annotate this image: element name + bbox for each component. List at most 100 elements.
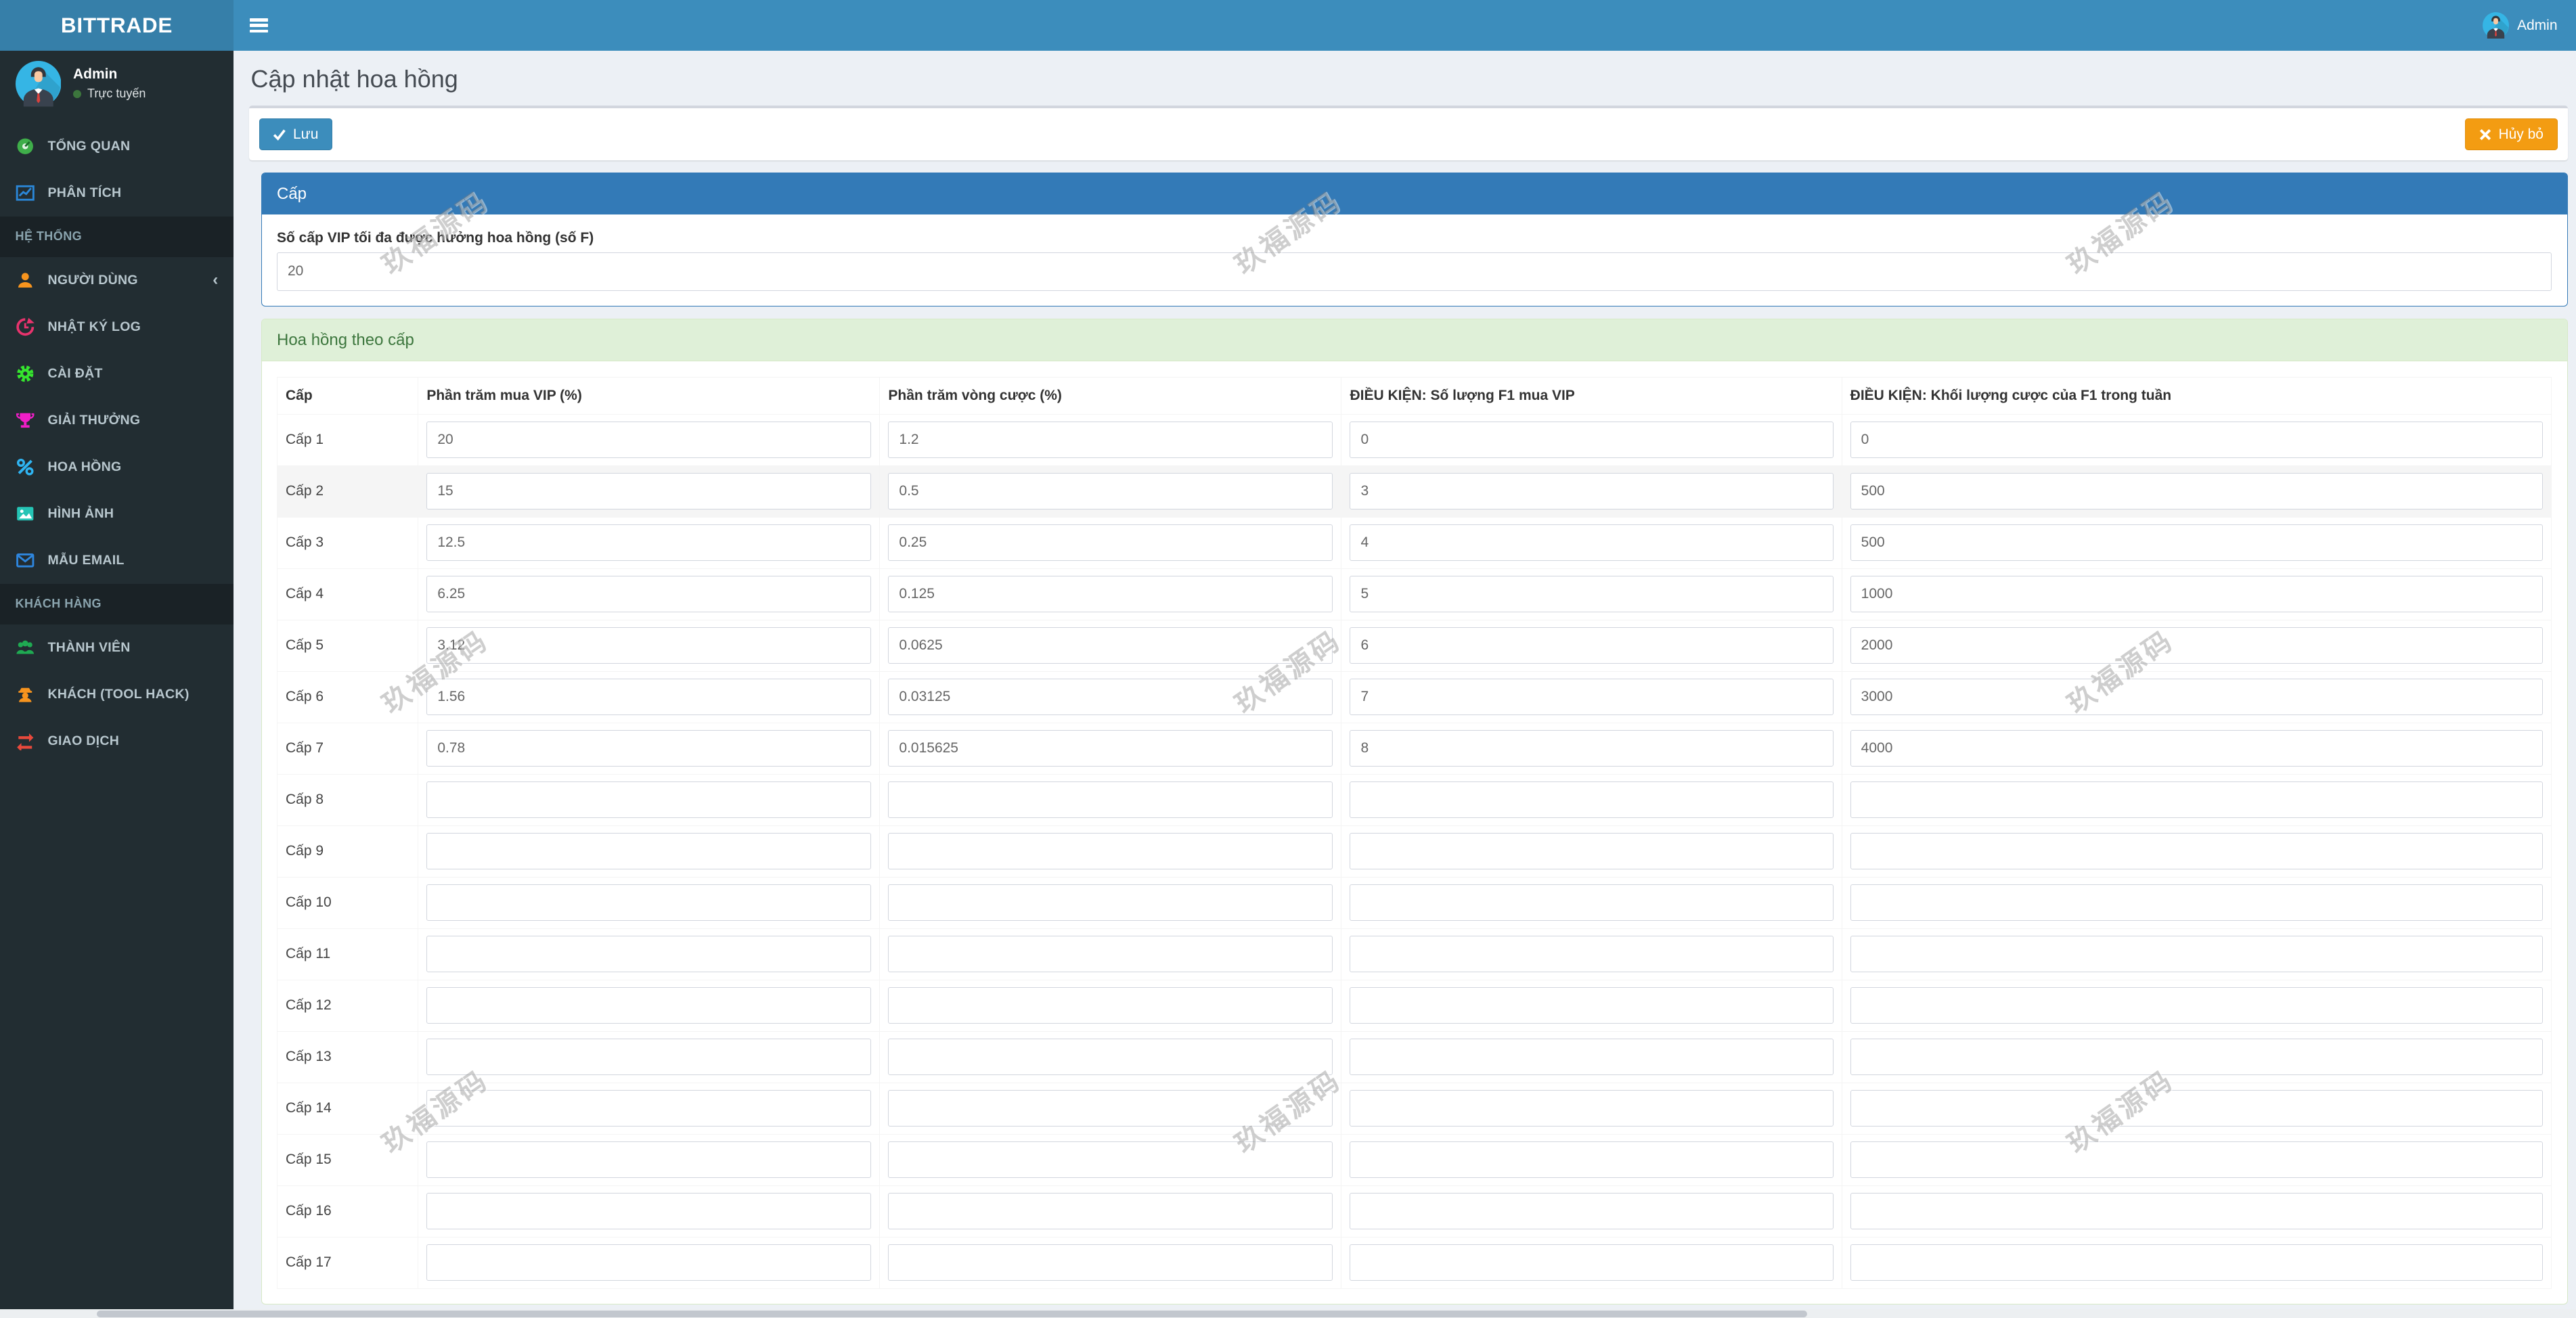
input-level-14-f1-vip-count[interactable] (1350, 1090, 1834, 1127)
input-level-3-vip-percent[interactable] (426, 524, 872, 561)
sidebar-item-giao-dich[interactable]: GIAO DỊCH (0, 718, 234, 765)
input-level-13-vip-percent[interactable] (426, 1039, 872, 1075)
input-level-1-f1-vip-count[interactable] (1350, 422, 1834, 458)
input-level-8-f1-vip-count[interactable] (1350, 781, 1834, 818)
row-label: Cấp 15 (277, 1133, 419, 1186)
input-level-2-wager-percent[interactable] (888, 473, 1333, 509)
input-level-7-f1-vip-count[interactable] (1350, 730, 1834, 767)
input-level-10-f1-weekly-volume[interactable] (1850, 884, 2543, 921)
sidebar-item-tong-quan[interactable]: TỔNG QUAN (0, 123, 234, 170)
input-level-16-f1-vip-count[interactable] (1350, 1193, 1834, 1229)
row-label: Cấp 13 (277, 1030, 419, 1083)
input-level-12-f1-vip-count[interactable] (1350, 987, 1834, 1024)
input-level-9-wager-percent[interactable] (888, 833, 1333, 869)
sidebar-item-label: KHÁCH (TOOL HACK) (47, 686, 190, 702)
input-level-7-vip-percent[interactable] (426, 730, 872, 767)
horizontal-scrollbar[interactable] (0, 1309, 2576, 1318)
input-level-4-f1-vip-count[interactable] (1350, 576, 1834, 612)
sidebar-item-khach-tool-hack[interactable]: KHÁCH (TOOL HACK) (0, 671, 234, 718)
input-level-17-wager-percent[interactable] (888, 1244, 1333, 1281)
scrollbar-thumb[interactable] (96, 1310, 1807, 1317)
sidebar-item-nguoi-dung[interactable]: NGƯỜI DÙNG ‹ (0, 257, 234, 304)
input-level-11-f1-vip-count[interactable] (1350, 936, 1834, 972)
row-label: Cấp 7 (277, 722, 419, 775)
input-level-2-vip-percent[interactable] (426, 473, 872, 509)
input-level-14-vip-percent[interactable] (426, 1090, 872, 1127)
input-level-13-wager-percent[interactable] (888, 1039, 1333, 1075)
sidebar-item-giai-thuong[interactable]: GIẢI THƯỞNG (0, 397, 234, 444)
input-level-14-wager-percent[interactable] (888, 1090, 1333, 1127)
input-level-11-f1-weekly-volume[interactable] (1850, 936, 2543, 972)
input-level-15-f1-vip-count[interactable] (1350, 1141, 1834, 1178)
input-level-11-wager-percent[interactable] (888, 936, 1333, 972)
input-level-8-f1-weekly-volume[interactable] (1850, 781, 2543, 818)
input-level-1-wager-percent[interactable] (888, 422, 1333, 458)
input-level-11-vip-percent[interactable] (426, 936, 872, 972)
input-level-6-wager-percent[interactable] (888, 679, 1333, 715)
input-level-12-f1-weekly-volume[interactable] (1850, 987, 2543, 1024)
input-level-1-f1-weekly-volume[interactable] (1850, 422, 2543, 458)
input-level-13-f1-weekly-volume[interactable] (1850, 1039, 2543, 1075)
sidebar-item-label: PHÂN TÍCH (47, 185, 122, 200)
input-level-5-f1-weekly-volume[interactable] (1850, 627, 2543, 664)
sidebar-item-thanh-vien[interactable]: THÀNH VIÊN (0, 624, 234, 671)
save-button[interactable]: Lưu (259, 118, 332, 150)
input-level-16-vip-percent[interactable] (426, 1193, 872, 1229)
input-level-8-wager-percent[interactable] (888, 781, 1333, 818)
sidebar-item-nhat-ky-log[interactable]: NHẬT KÝ LOG (0, 304, 234, 350)
input-level-14-f1-weekly-volume[interactable] (1850, 1090, 2543, 1127)
input-level-6-vip-percent[interactable] (426, 679, 872, 715)
toolbar-box: Lưu Hủy bỏ (248, 106, 2568, 160)
input-level-7-wager-percent[interactable] (888, 730, 1333, 767)
cancel-button[interactable]: Hủy bỏ (2465, 118, 2558, 150)
column-header: Phần trăm vòng cược (%) (879, 376, 1342, 415)
input-level-3-f1-weekly-volume[interactable] (1850, 524, 2543, 561)
input-level-10-f1-vip-count[interactable] (1350, 884, 1834, 921)
input-level-4-wager-percent[interactable] (888, 576, 1333, 612)
input-level-15-f1-weekly-volume[interactable] (1850, 1141, 2543, 1178)
input-level-2-f1-weekly-volume[interactable] (1850, 473, 2543, 509)
sidebar-item-label: MẪU EMAIL (47, 552, 125, 568)
input-level-9-vip-percent[interactable] (426, 833, 872, 869)
sidebar-item-hoa-hong[interactable]: HOA HỒNG (0, 444, 234, 491)
input-level-4-vip-percent[interactable] (426, 576, 872, 612)
sidebar-item-cai-dat[interactable]: CÀI ĐẶT (0, 350, 234, 397)
input-level-17-f1-weekly-volume[interactable] (1850, 1244, 2543, 1281)
input-level-10-wager-percent[interactable] (888, 884, 1333, 921)
input-level-4-f1-weekly-volume[interactable] (1850, 576, 2543, 612)
input-level-6-f1-weekly-volume[interactable] (1850, 679, 2543, 715)
input-level-9-f1-weekly-volume[interactable] (1850, 833, 2543, 869)
input-level-12-vip-percent[interactable] (426, 987, 872, 1024)
input-level-2-f1-vip-count[interactable] (1350, 473, 1834, 509)
sidebar-toggle-button[interactable] (234, 0, 284, 51)
input-level-3-f1-vip-count[interactable] (1350, 524, 1834, 561)
input-level-16-wager-percent[interactable] (888, 1193, 1333, 1229)
sidebar-item-mau-email[interactable]: MẪU EMAIL (0, 537, 234, 584)
input-level-17-vip-percent[interactable] (426, 1244, 872, 1281)
input-level-5-vip-percent[interactable] (426, 627, 872, 664)
gear-icon (16, 363, 36, 384)
input-level-13-f1-vip-count[interactable] (1350, 1039, 1834, 1075)
input-level-1-vip-percent[interactable] (426, 422, 872, 458)
input-level-8-vip-percent[interactable] (426, 781, 872, 818)
input-level-16-f1-weekly-volume[interactable] (1850, 1193, 2543, 1229)
input-level-15-wager-percent[interactable] (888, 1141, 1333, 1178)
brand-logo[interactable]: BITTRADE (0, 0, 234, 51)
column-header: ĐIỀU KIỆN: Khối lượng cược của F1 trong … (1841, 376, 2552, 415)
navbar-user-menu[interactable]: Admin (2464, 0, 2576, 51)
input-level-3-wager-percent[interactable] (888, 524, 1333, 561)
input-level-9-f1-vip-count[interactable] (1350, 833, 1834, 869)
input-level-5-f1-vip-count[interactable] (1350, 627, 1834, 664)
input-level-6-f1-vip-count[interactable] (1350, 679, 1834, 715)
input-level-5-wager-percent[interactable] (888, 627, 1333, 664)
input-level-7-f1-weekly-volume[interactable] (1850, 730, 2543, 767)
sidebar-item-hinh-anh[interactable]: HÌNH ẢNH (0, 491, 234, 537)
sidebar-item-phan-tich[interactable]: PHÂN TÍCH (0, 170, 234, 217)
input-level-15-vip-percent[interactable] (426, 1141, 872, 1178)
input-level-10-vip-percent[interactable] (426, 884, 872, 921)
table-row: Cấp 17 (277, 1236, 2552, 1289)
max-vip-level-input[interactable] (277, 252, 2552, 291)
sidebar-section-he-thong: HỆ THỐNG (0, 216, 234, 257)
input-level-17-f1-vip-count[interactable] (1350, 1244, 1834, 1281)
input-level-12-wager-percent[interactable] (888, 987, 1333, 1024)
